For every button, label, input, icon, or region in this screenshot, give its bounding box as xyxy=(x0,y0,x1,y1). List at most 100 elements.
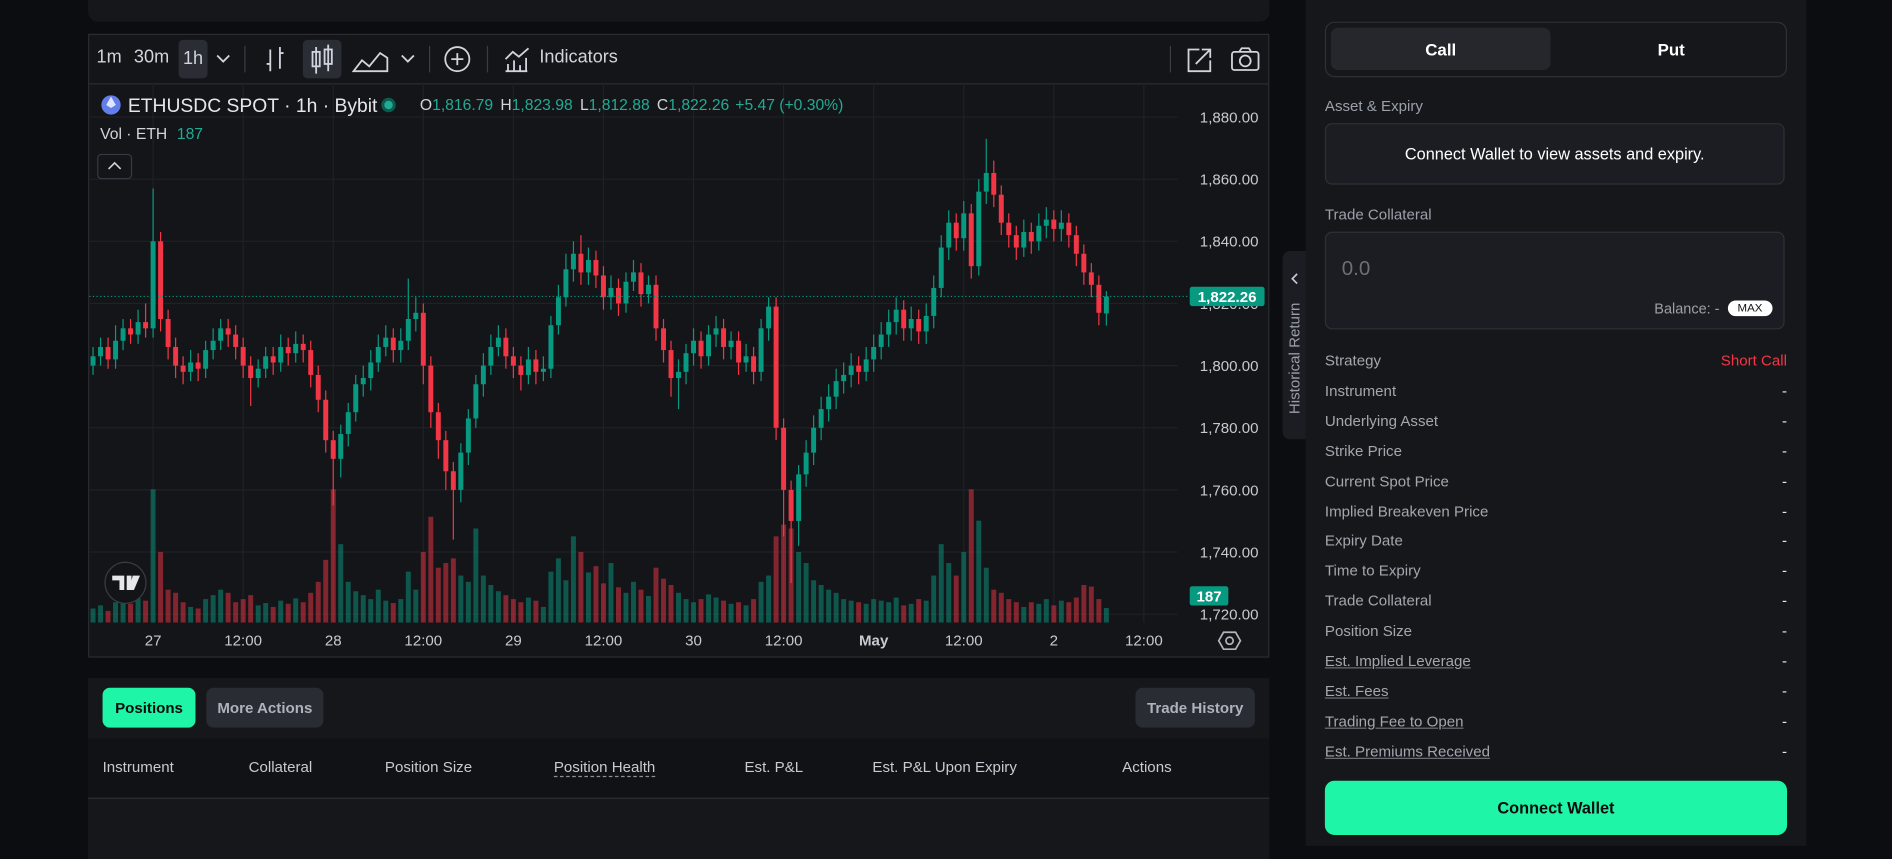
call-tab[interactable]: Call xyxy=(1330,27,1551,70)
volume-bar xyxy=(585,572,591,623)
volume-bar xyxy=(428,516,434,623)
collateral-label: Trade Collateral xyxy=(1324,206,1432,224)
volume-bar xyxy=(105,610,111,623)
candle-body xyxy=(983,172,989,192)
volume-bar xyxy=(646,595,651,623)
candle-body xyxy=(120,328,126,341)
y-tick-label: 1,840.00 xyxy=(1200,234,1259,251)
candle-body xyxy=(533,359,539,372)
volume-bar xyxy=(653,567,659,623)
volume-bar xyxy=(120,599,126,623)
volume-bar xyxy=(1006,599,1012,623)
more-actions-button[interactable]: More Actions xyxy=(206,687,324,728)
volume-bar xyxy=(923,600,929,623)
detail-value: - xyxy=(1781,472,1788,490)
camera-icon[interactable] xyxy=(1231,47,1260,71)
candle-body xyxy=(713,328,719,335)
candle-body xyxy=(158,241,164,320)
chevron[interactable] xyxy=(401,54,415,63)
max-button[interactable]: MAX xyxy=(1727,300,1773,317)
candle-body xyxy=(1043,219,1049,226)
candle-body xyxy=(736,340,742,363)
candle-body xyxy=(1006,222,1012,236)
volume-bar xyxy=(353,591,359,623)
share-icon[interactable] xyxy=(1187,48,1212,73)
candle-body xyxy=(998,194,1004,223)
candle-body xyxy=(353,384,359,413)
volume-bar xyxy=(375,589,381,623)
volume-bar xyxy=(315,581,321,623)
collapse-button[interactable] xyxy=(97,153,133,180)
candle-body xyxy=(368,362,374,379)
candle-body xyxy=(285,346,291,354)
y-tick-label: 1,880.00 xyxy=(1200,109,1259,126)
trade-history-button[interactable]: Trade History xyxy=(1135,687,1255,728)
candle-body xyxy=(766,306,772,329)
volume-bar xyxy=(661,578,666,623)
symbol-legend: ETHUSDC SPOT · 1h · Bybit O1,816.79 H1,82… xyxy=(97,95,843,180)
candle-body xyxy=(961,213,967,239)
x-tick-label: 28 xyxy=(325,633,342,650)
candle-body xyxy=(225,328,231,335)
volume-bar xyxy=(240,599,246,623)
asset-box[interactable]: Connect Wallet to view assets and expiry… xyxy=(1324,123,1785,185)
volume-bar xyxy=(150,489,156,623)
chevron[interactable] xyxy=(216,54,230,63)
ohlc-letter: O xyxy=(420,97,432,114)
interval-button[interactable]: 1m xyxy=(96,47,122,68)
bar-chart-icon[interactable] xyxy=(266,47,284,72)
interval-button[interactable]: 30m xyxy=(133,47,170,68)
candle-body xyxy=(863,359,869,372)
ohlc-letter: L xyxy=(580,97,589,114)
volume-bar xyxy=(751,599,757,623)
interval-button-active[interactable]: 1h xyxy=(178,39,208,79)
indicators-button[interactable]: Indicators xyxy=(539,47,618,68)
collapse-chevron xyxy=(108,161,122,170)
candle-body xyxy=(593,259,599,276)
side-tab[interactable]: Historical Return xyxy=(1282,250,1310,440)
candle-body xyxy=(488,346,494,366)
volume-last: 187 xyxy=(177,126,203,143)
candle-icon-bg[interactable] xyxy=(302,39,342,79)
candle-body xyxy=(728,340,734,347)
volume-bar xyxy=(548,571,554,623)
add-icon[interactable] xyxy=(444,46,471,73)
candle-body xyxy=(375,346,381,363)
collateral-input[interactable]: 0.0 Balance: - MAX xyxy=(1324,231,1785,330)
column-header[interactable]: Position Health xyxy=(553,758,656,778)
ohlc-value: 1,822.26 xyxy=(668,97,729,114)
volume-bar xyxy=(961,552,967,623)
candle-body xyxy=(405,319,411,341)
detail-value: - xyxy=(1781,622,1788,640)
area-icon[interactable] xyxy=(351,51,389,73)
candle-body xyxy=(698,340,704,357)
candle-body xyxy=(555,297,561,326)
candle-body xyxy=(450,471,456,490)
volume-bar xyxy=(450,558,456,623)
indicators-icon[interactable] xyxy=(504,47,530,73)
x-tick-label: 12:00 xyxy=(224,633,262,650)
settings-icon[interactable] xyxy=(1217,631,1242,651)
ohlc-value: 1,812.88 xyxy=(589,97,650,114)
candle-body xyxy=(796,474,802,521)
candle-body xyxy=(886,322,892,335)
volume-bar xyxy=(1088,586,1094,623)
candle-body xyxy=(458,452,464,490)
volume-bar xyxy=(1021,606,1027,623)
volume-bar xyxy=(293,598,299,623)
volume-bar xyxy=(826,589,832,623)
detail-label: Position Size xyxy=(1324,622,1413,640)
volume-bar xyxy=(848,600,854,623)
candle-body xyxy=(443,440,449,472)
detail-value: - xyxy=(1781,652,1788,670)
positions-button[interactable]: Positions xyxy=(102,687,196,728)
volume-bar xyxy=(863,603,869,623)
x-tick-label: 12:00 xyxy=(765,633,803,650)
side-tab-label: Historical Return xyxy=(1286,302,1304,415)
connect-wallet-button[interactable]: Connect Wallet xyxy=(1324,780,1788,835)
tv-logo[interactable] xyxy=(104,561,147,604)
candle-body xyxy=(210,340,216,351)
candle-body xyxy=(646,284,651,295)
put-tab[interactable]: Put xyxy=(1657,39,1685,59)
candle-body xyxy=(773,306,779,428)
